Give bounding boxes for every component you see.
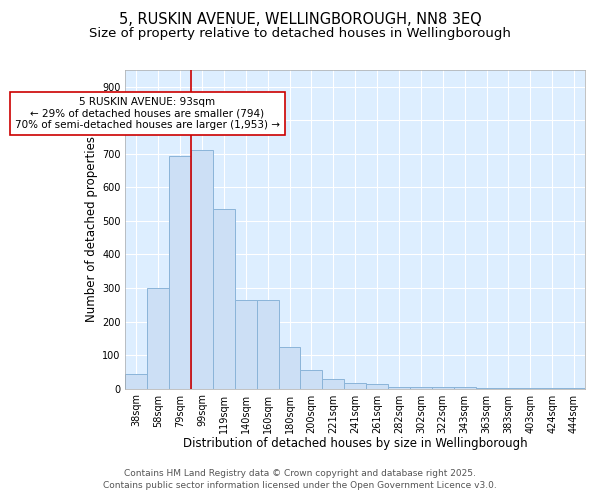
Text: Contains HM Land Registry data © Crown copyright and database right 2025.
Contai: Contains HM Land Registry data © Crown c… — [103, 469, 497, 490]
Bar — [410, 387, 432, 388]
Text: 5, RUSKIN AVENUE, WELLINGBOROUGH, NN8 3EQ: 5, RUSKIN AVENUE, WELLINGBOROUGH, NN8 3E… — [119, 12, 481, 28]
Bar — [454, 387, 476, 388]
Bar — [322, 379, 344, 388]
X-axis label: Distribution of detached houses by size in Wellingborough: Distribution of detached houses by size … — [183, 437, 527, 450]
Bar — [213, 209, 235, 388]
Bar — [257, 300, 278, 388]
Bar — [147, 288, 169, 388]
Bar — [344, 382, 366, 388]
Y-axis label: Number of detached properties: Number of detached properties — [85, 136, 98, 322]
Bar — [191, 150, 213, 388]
Bar — [301, 370, 322, 388]
Bar — [366, 384, 388, 388]
Bar — [388, 387, 410, 388]
Bar — [125, 374, 147, 388]
Bar — [278, 346, 301, 389]
Bar — [235, 300, 257, 388]
Text: 5 RUSKIN AVENUE: 93sqm
← 29% of detached houses are smaller (794)
70% of semi-de: 5 RUSKIN AVENUE: 93sqm ← 29% of detached… — [15, 97, 280, 130]
Bar — [432, 387, 454, 388]
Bar — [169, 156, 191, 388]
Text: Size of property relative to detached houses in Wellingborough: Size of property relative to detached ho… — [89, 28, 511, 40]
